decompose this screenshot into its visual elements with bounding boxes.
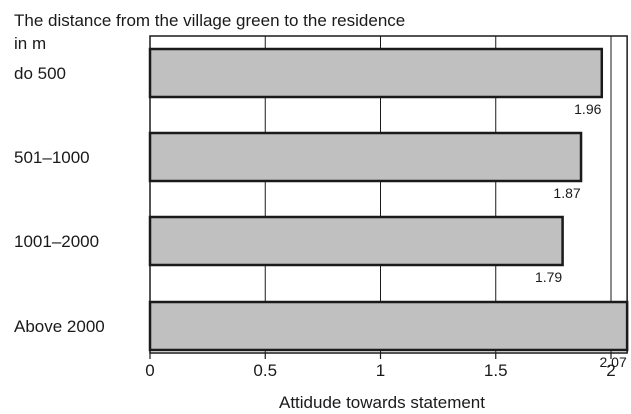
value-label-0: 1.96 — [574, 101, 601, 117]
value-label-1: 1.87 — [553, 185, 580, 201]
x-tick-label-4: 2 — [606, 361, 615, 380]
value-label-2: 1.79 — [535, 269, 562, 285]
category-label-0: do 500 — [14, 64, 66, 83]
category-label-1: 501–1000 — [14, 148, 90, 167]
x-tick-label-1: 0.5 — [253, 361, 277, 380]
bar-3 — [148, 300, 629, 352]
value-label-3: 2.07 — [600, 354, 627, 370]
category-label-3: Above 2000 — [14, 317, 105, 336]
bar-2 — [148, 215, 564, 267]
x-tick-label-3: 1.5 — [484, 361, 508, 380]
plot-frame — [149, 35, 628, 354]
bar-0 — [148, 47, 604, 99]
bars: 1.96 1.87 1.79 2.07 — [148, 47, 629, 370]
category-labels: do 500 501–1000 1001–2000 Above 2000 — [14, 64, 105, 336]
x-tick-label-2: 1 — [376, 361, 385, 380]
bar-1 — [148, 131, 583, 183]
category-label-2: 1001–2000 — [14, 232, 99, 251]
y-axis-title: in m — [14, 34, 46, 53]
chart-title: The distance from the village green to t… — [14, 11, 405, 30]
x-axis-title: Attidude towards statement — [279, 393, 485, 412]
x-axis-ticks: 0 0.5 1 1.5 2 — [145, 353, 616, 380]
x-tick-label-0: 0 — [145, 361, 154, 380]
